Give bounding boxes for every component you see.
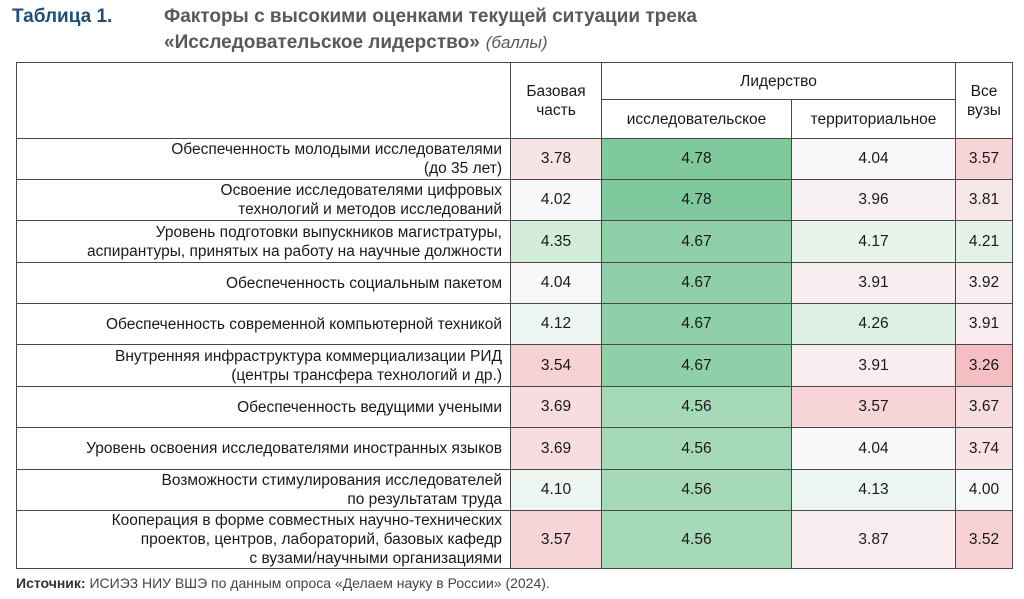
value-cell-research: 4.78 (601, 138, 792, 180)
value-cell-research: 4.56 (601, 469, 792, 511)
value-cell-territorial: 3.87 (791, 510, 956, 569)
value-cell-territorial: 4.13 (791, 469, 956, 511)
row-label: Кооперация в форме совместных научно-тех… (16, 510, 511, 569)
row-label-line: технологий и методов исследований (238, 201, 502, 218)
value-cell-territorial: 4.26 (791, 303, 956, 345)
value-cell-base: 3.54 (510, 344, 602, 387)
row-label: Уровень подготовки выпускников магистрат… (16, 220, 511, 263)
header-leadership: Лидерство (601, 62, 956, 100)
row-label-line: с вузами/научными организациями (249, 550, 502, 567)
title-unit: (баллы) (485, 33, 548, 52)
title-text-2: «Исследовательское лидерство» (164, 32, 480, 53)
header-empty (16, 62, 511, 139)
table-row: Обеспеченность ведущими учеными 3.69 4.56 3… (16, 386, 1013, 428)
value-cell-all: 3.74 (955, 427, 1013, 470)
factors-table: Базовая часть Лидерство Все вузы исследо… (16, 62, 1013, 569)
row-label-line: Обеспеченность социальным пакетом (225, 274, 502, 292)
row-label-line: Уровень подготовки выпускников магистрат… (155, 223, 502, 241)
value-cell-base: 4.10 (510, 469, 602, 511)
value-cell-base: 3.57 (510, 510, 602, 569)
value-cell-territorial: 3.57 (791, 386, 956, 428)
table-row: Обеспеченность молодыми исследователями (… (16, 138, 1013, 180)
row-label-line: Внутренняя инфраструктура коммерциализац… (114, 347, 502, 365)
value-cell-territorial: 4.17 (791, 220, 956, 263)
row-label: Уровень освоения исследователями иностра… (16, 427, 511, 470)
title-text-1: Факторы с высокими оценками текущей ситу… (164, 6, 697, 27)
value-cell-all: 3.57 (955, 138, 1013, 180)
table-row: Возможности стимулирования исследователе… (16, 469, 1013, 511)
value-cell-base: 4.04 (510, 262, 602, 304)
value-cell-territorial: 3.91 (791, 344, 956, 387)
value-cell-base: 4.12 (510, 303, 602, 345)
value-cell-research: 4.56 (601, 427, 792, 470)
value-cell-all: 4.21 (955, 220, 1013, 263)
table-row: Уровень подготовки выпускников магистрат… (16, 220, 1013, 263)
value-cell-base: 3.78 (510, 138, 602, 180)
value-cell-base: 4.02 (510, 179, 602, 221)
table-title: Таблица 1. Факторы с высокими оценками т… (12, 6, 1012, 58)
value-cell-all: 4.00 (955, 469, 1013, 511)
row-label-line: аспирантуры, принятых на работу на научн… (87, 242, 502, 260)
table-row: Уровень освоения исследователями иностра… (16, 427, 1013, 470)
value-cell-base: 3.69 (510, 386, 602, 428)
value-cell-research: 4.67 (601, 303, 792, 345)
table-number: Таблица 1. (12, 6, 113, 27)
value-cell-all: 3.81 (955, 179, 1013, 221)
value-cell-all: 3.26 (955, 344, 1013, 387)
row-label: Обеспеченность ведущими учеными (16, 386, 511, 428)
header-base: Базовая часть (510, 62, 602, 139)
value-cell-research: 4.78 (601, 179, 792, 221)
row-label-line: Возможности стимулирования исследователе… (161, 472, 503, 489)
value-cell-research: 4.56 (601, 510, 792, 569)
table-row: Обеспеченность социальным пакетом 4.04 4.6… (16, 262, 1013, 304)
value-cell-all: 3.92 (955, 262, 1013, 304)
row-label-line: Освоение исследователями цифровых (220, 182, 502, 199)
value-cell-all: 3.67 (955, 386, 1013, 428)
row-label: Внутренняя инфраструктура коммерциализац… (16, 344, 511, 387)
value-cell-base: 3.69 (510, 427, 602, 470)
source-note: Источник: ИСИЭЗ НИУ ВШЭ по данным опроса… (16, 575, 550, 591)
source-text: ИСИЭЗ НИУ ВШЭ по данным опроса «Делаем н… (85, 575, 550, 591)
header-base-line-2: часть (536, 101, 576, 119)
row-label-line: Уровень освоения исследователями иностра… (86, 440, 502, 457)
row-label: Возможности стимулирования исследователе… (16, 469, 511, 511)
value-cell-territorial: 4.04 (791, 427, 956, 470)
value-cell-research: 4.56 (601, 386, 792, 428)
value-cell-all: 3.91 (955, 303, 1013, 345)
header-all-line-1: Все (970, 82, 998, 100)
header-territorial: территориальное (791, 99, 956, 139)
row-label: Обеспеченность современной компьютерной … (16, 303, 511, 345)
value-cell-territorial: 3.91 (791, 262, 956, 304)
row-label-line: Обеспеченность ведущими учеными (237, 398, 502, 416)
value-cell-research: 4.67 (601, 344, 792, 387)
table-row: Освоение исследователями цифровых техноло… (16, 179, 1013, 221)
table-row: Кооперация в форме совместных научно-тех… (16, 510, 1013, 569)
value-cell-research: 4.67 (601, 220, 792, 263)
header-all-line-2: вузы (967, 101, 1001, 119)
row-label-line: Обеспеченность молодыми исследователями (171, 141, 502, 158)
row-label: Обеспеченность социальным пакетом (16, 262, 511, 304)
row-label-line: (до 35 лет) (423, 160, 502, 177)
row-label-line: проектов, центров, лабораторий, базовых … (140, 531, 502, 548)
row-label: Обеспеченность молодыми исследователями (… (16, 138, 511, 180)
row-label-line: Обеспеченность современной компьютерной … (106, 315, 502, 333)
value-cell-research: 4.67 (601, 262, 792, 304)
header-base-line-1: Базовая (526, 82, 586, 100)
value-cell-base: 4.35 (510, 220, 602, 263)
value-cell-territorial: 3.96 (791, 179, 956, 221)
value-cell-territorial: 4.04 (791, 138, 956, 180)
table-row: Внутренняя инфраструктура коммерциализац… (16, 344, 1013, 387)
row-label-line: Кооперация в форме совместных научно-тех… (111, 512, 502, 529)
header-all: Все вузы (955, 62, 1013, 139)
row-label: Освоение исследователями цифровых техноло… (16, 179, 511, 221)
title-line-1: Таблица 1. Факторы с высокими оценками т… (12, 6, 1012, 32)
header-research: исследовательское (601, 99, 792, 139)
value-cell-all: 3.52 (955, 510, 1013, 569)
row-label-line: по результатам труда (347, 491, 502, 508)
table-row: Обеспеченность современной компьютерной … (16, 303, 1013, 345)
row-label-line: (центры трансфера технологий и др.) (231, 366, 502, 384)
title-line-2: «Исследовательское лидерство» (баллы) (12, 32, 1012, 58)
source-label: Источник: (16, 575, 86, 591)
